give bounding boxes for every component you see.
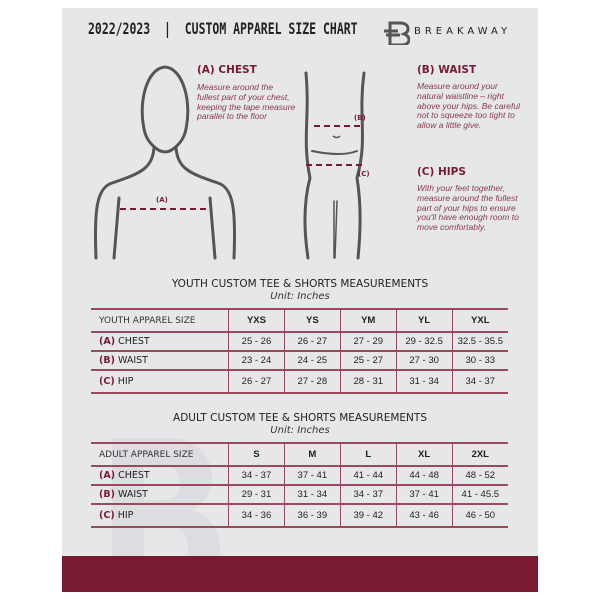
row-letter: (B): [99, 355, 115, 366]
size-header: XL: [395, 442, 453, 467]
adult-unit: Unit: Inches: [270, 425, 330, 436]
table-row: (B) WAIST 29 - 31 31 - 34 34 - 37 37 - 41 41…: [91, 484, 508, 505]
hips-marker: (C): [358, 170, 370, 178]
cell: 23 - 24: [228, 350, 285, 371]
row-letter: (C): [99, 376, 115, 387]
youth-header-label: YOUTH APPAREL SIZE: [91, 308, 229, 333]
size-header: 2XL: [451, 442, 508, 467]
cell: 34 - 37: [228, 465, 285, 486]
chest-marker: (A): [156, 196, 168, 204]
cell: 46 - 50: [451, 503, 508, 528]
cell: 27 - 28: [283, 369, 341, 394]
waist-description: Measure around your natural waistline – …: [417, 81, 521, 131]
cell: 29 - 32.5: [395, 331, 453, 352]
row-label: CHEST: [118, 470, 150, 481]
cell: 34 - 36: [228, 503, 285, 528]
cell: 41 - 45.5: [451, 484, 508, 505]
cell: 31 - 34: [283, 484, 341, 505]
cell: 25 - 26: [228, 331, 285, 352]
cell: 30 - 33: [451, 350, 508, 371]
table-row: (C) HIP 34 - 36 36 - 39 39 - 42 43 - 46 46 -…: [91, 503, 508, 528]
row-label: CHEST: [118, 336, 150, 347]
table-row: (A) CHEST 25 - 26 26 - 27 27 - 29 29 - 32.5…: [91, 331, 508, 352]
cell: 26 - 27: [228, 369, 285, 394]
table-row: (C) HIP 26 - 27 27 - 28 28 - 31 31 - 34 34 -…: [91, 369, 508, 394]
row-letter: (A): [99, 470, 116, 481]
cell: 34 - 37: [339, 484, 397, 505]
row-label: WAIST: [117, 489, 148, 500]
row-letter: (C): [99, 510, 115, 521]
youth-table-title: YOUTH CUSTOM TEE & SHORTS MEASUREMENTS: [171, 278, 429, 290]
measure-lines: [120, 125, 364, 210]
row-label: HIP: [117, 510, 134, 521]
breakaway-logo-icon: [384, 21, 410, 45]
footer-bar: [62, 556, 538, 592]
size-header: YXS: [228, 308, 285, 333]
page-title: 2022/2023 | CUSTOM APPAREL SIZE CHART: [88, 20, 358, 39]
body-outline: [93, 65, 366, 260]
size-header: YXL: [451, 308, 508, 333]
row-label: WAIST: [117, 355, 148, 366]
cell: 27 - 29: [339, 331, 397, 352]
cell: 26 - 27: [283, 331, 341, 352]
cell: 28 - 31: [339, 369, 397, 394]
cell: 41 - 44: [339, 465, 397, 486]
size-header: YM: [339, 308, 397, 333]
body-figures: [93, 65, 366, 260]
cell: 36 - 39: [283, 503, 341, 528]
cell: 44 - 48: [395, 465, 453, 486]
cell: 25 - 27: [339, 350, 397, 371]
youth-size-table: YOUTH APPAREL SIZE YXS YS YM YL YXL (A) CHES…: [91, 308, 508, 394]
size-chart-page: 2022/2023 | CUSTOM APPAREL SIZE CHART BR…: [62, 8, 538, 592]
cell: 32.5 - 35.5: [451, 331, 508, 352]
table-row: (A) CHEST 34 - 37 37 - 41 41 - 44 44 - 48 48…: [91, 465, 508, 486]
cell: 34 - 37: [451, 369, 508, 394]
cell: 37 - 41: [283, 465, 341, 486]
size-header: YL: [395, 308, 453, 333]
cell: 24 - 25: [283, 350, 341, 371]
cell: 39 - 42: [339, 503, 397, 528]
table-row: (B) WAIST 23 - 24 24 - 25 25 - 27 27 - 30 30…: [91, 350, 508, 371]
cell: 29 - 31: [228, 484, 285, 505]
size-header: YS: [283, 308, 341, 333]
chest-heading: (A) CHEST: [197, 64, 257, 76]
hips-description: With your feet together, measure around …: [417, 183, 519, 233]
row-label: HIP: [117, 376, 134, 387]
waist-heading: (B) WAIST: [417, 64, 477, 76]
brand-name: BREAKAWAY: [414, 26, 512, 37]
row-letter: (B): [99, 489, 115, 500]
adult-header-label: ADULT APPAREL SIZE: [91, 442, 229, 467]
row-letter: (A): [99, 336, 116, 347]
adult-size-table: ADULT APPAREL SIZE S M L XL 2XL (A) CHEST 34…: [91, 442, 508, 528]
waist-marker: (B): [354, 114, 366, 122]
size-header: L: [339, 442, 397, 467]
cell: 27 - 30: [395, 350, 453, 371]
hips-heading: (C) HIPS: [417, 166, 466, 178]
youth-unit: Unit: Inches: [270, 291, 330, 302]
adult-table-title: ADULT CUSTOM TEE & SHORTS MEASUREMENTS: [173, 412, 427, 424]
cell: 31 - 34: [395, 369, 453, 394]
size-header: M: [283, 442, 341, 467]
cell: 48 - 52: [451, 465, 508, 486]
cell: 43 - 46: [395, 503, 453, 528]
size-header: S: [228, 442, 285, 467]
cell: 37 - 41: [395, 484, 453, 505]
chest-description: Measure around the fullest part of your …: [197, 82, 296, 122]
